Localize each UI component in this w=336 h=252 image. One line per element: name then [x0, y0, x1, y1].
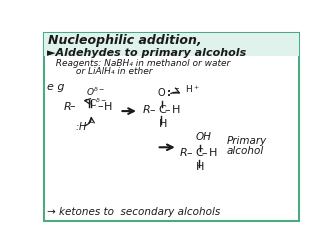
Text: –: – [164, 105, 170, 115]
Text: –: – [70, 102, 76, 112]
Text: –: – [187, 148, 193, 158]
Text: C: C [158, 105, 166, 115]
Text: O$^{\delta-}$: O$^{\delta-}$ [86, 85, 105, 98]
Text: R: R [64, 102, 72, 112]
Text: Nucleophilic addition,: Nucleophilic addition, [48, 34, 202, 47]
Text: → ketones to  secondary alcohols: → ketones to secondary alcohols [47, 207, 220, 217]
Text: Reagents: NaBH₄ in methanol or water: Reagents: NaBH₄ in methanol or water [50, 59, 230, 68]
Text: H: H [196, 162, 205, 172]
Text: C$^{\delta-}$: C$^{\delta-}$ [89, 97, 108, 109]
Text: Primary: Primary [226, 136, 267, 146]
Text: ►Aldehydes to primary alcohols: ►Aldehydes to primary alcohols [47, 48, 246, 58]
Text: H: H [209, 148, 217, 158]
Text: H$^+$: H$^+$ [184, 84, 199, 95]
Text: H: H [171, 105, 180, 115]
Text: –: – [202, 148, 207, 158]
Text: OH: OH [196, 132, 211, 142]
Text: R: R [143, 105, 151, 115]
Text: C: C [196, 148, 203, 158]
Text: :H$^-$: :H$^-$ [75, 120, 94, 132]
Text: alcohol: alcohol [226, 146, 264, 156]
Text: –: – [150, 105, 155, 115]
Text: e g: e g [47, 82, 64, 92]
Text: O$\mathbf{:}^-$: O$\mathbf{:}^-$ [157, 86, 180, 98]
FancyBboxPatch shape [44, 33, 298, 56]
FancyBboxPatch shape [44, 33, 298, 221]
Text: H: H [104, 102, 112, 112]
Text: –: – [97, 102, 103, 112]
Text: H: H [159, 119, 167, 129]
Text: R: R [180, 148, 188, 158]
Text: or LiAlH₄ in ether: or LiAlH₄ in ether [50, 67, 152, 76]
